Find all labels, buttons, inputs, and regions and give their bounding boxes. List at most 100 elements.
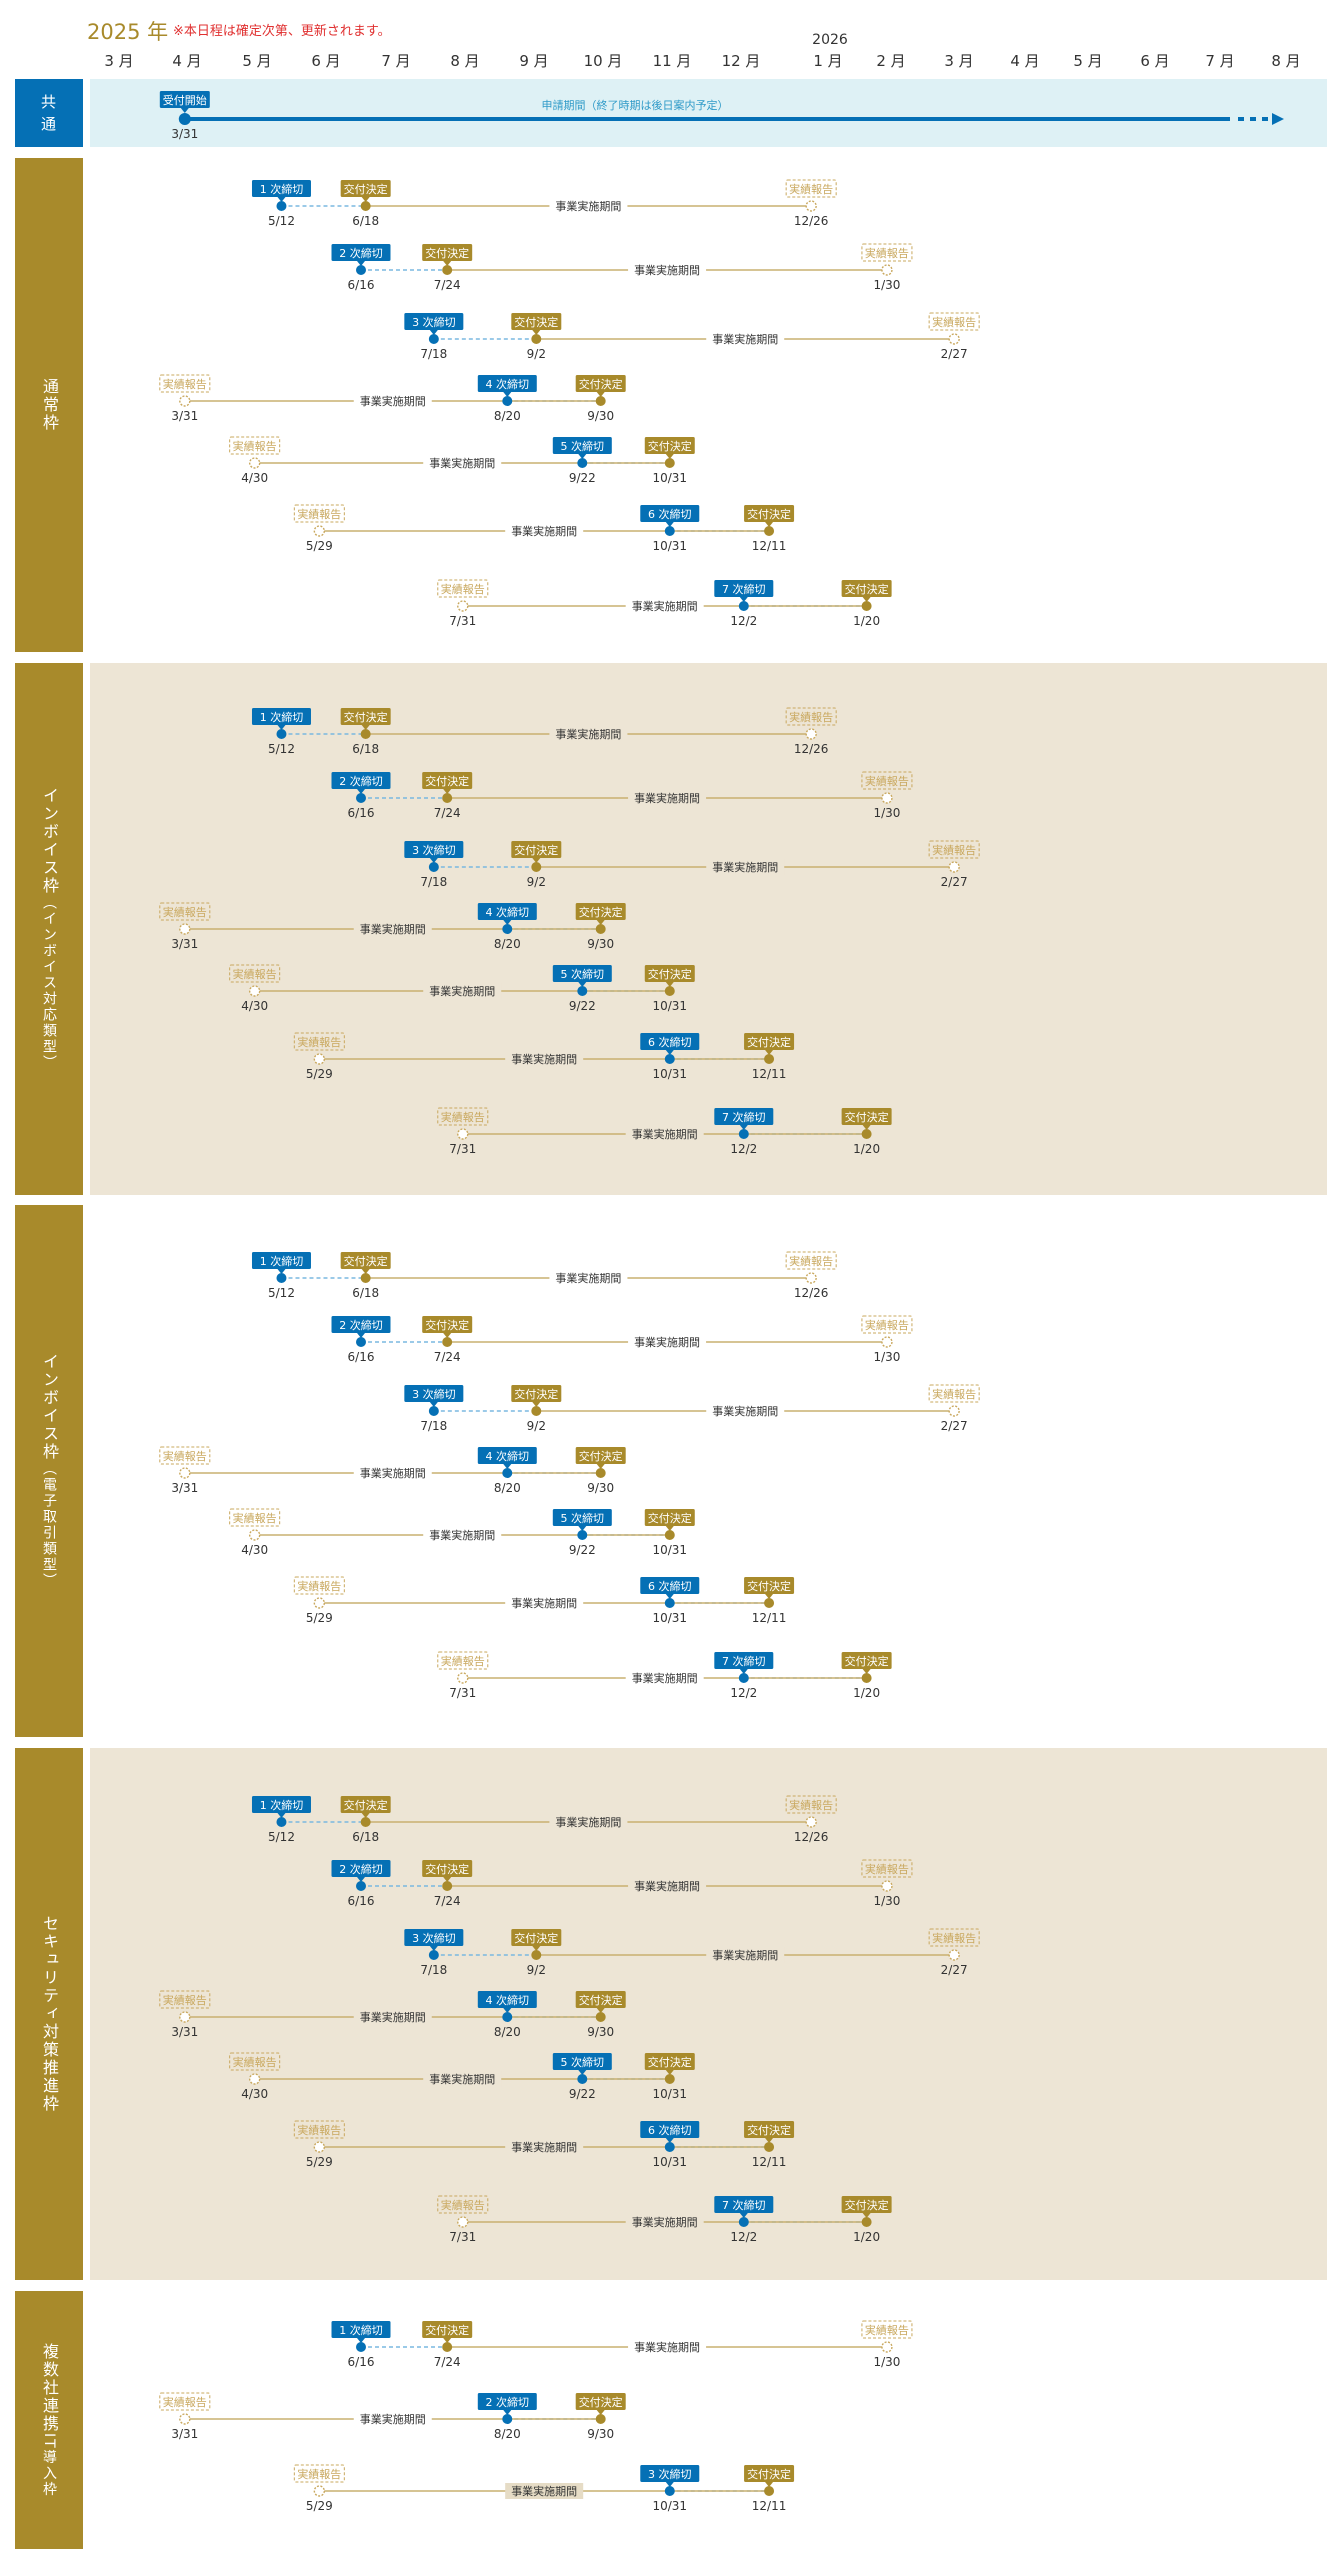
report-tag-box bbox=[785, 707, 837, 726]
period-label-bg bbox=[423, 983, 502, 999]
period-label-bg bbox=[706, 859, 785, 875]
round-name-tag: 7 次締切 bbox=[722, 2198, 766, 2212]
decision-tag: 交付決定 bbox=[579, 1449, 623, 1463]
project-period-label: 事業実施期間 bbox=[511, 2484, 577, 2498]
report-tag-box bbox=[229, 1508, 281, 1527]
decision-tag-box bbox=[744, 1033, 795, 1050]
report-date: 4/30 bbox=[241, 1543, 268, 1557]
report-marker bbox=[179, 2413, 191, 2425]
section-background-security bbox=[90, 1748, 1327, 2280]
project-period-label: 事業実施期間 bbox=[511, 1052, 577, 1066]
report-marker bbox=[248, 985, 261, 997]
decision-date: 9/30 bbox=[587, 409, 614, 423]
decision-date: 6/18 bbox=[352, 742, 379, 756]
decision-tag-pointer bbox=[443, 789, 452, 794]
report-tag-box bbox=[861, 771, 913, 790]
report-marker bbox=[179, 2011, 191, 2023]
report-tag: 実績報告 bbox=[297, 1035, 341, 1049]
round-name-tag-pointer bbox=[578, 1526, 587, 1531]
project-period-label: 事業実施期間 bbox=[632, 599, 698, 613]
period-label-bg bbox=[625, 598, 704, 614]
round-name-tag-pointer bbox=[277, 197, 286, 202]
report-tag: 実績報告 bbox=[163, 2395, 207, 2409]
round-name-tag: 1 次締切 bbox=[260, 710, 304, 724]
report-tag-box bbox=[928, 312, 980, 331]
decision-date: 9/30 bbox=[587, 2025, 614, 2039]
report-tag-box bbox=[437, 579, 489, 598]
decision-tag-box bbox=[340, 1252, 391, 1269]
report-marker bbox=[248, 1529, 261, 1541]
deadline-marker bbox=[664, 1598, 675, 1608]
schedule-note: ※本日程は確定次第、更新されます。 bbox=[173, 24, 391, 39]
round-name-tag-pointer bbox=[357, 789, 365, 794]
month-label: 8 月 bbox=[1271, 52, 1301, 70]
decision-tag: 交付決定 bbox=[845, 1654, 889, 1668]
round-name-tag-pointer bbox=[665, 2138, 674, 2143]
decision-tag-box bbox=[422, 1316, 473, 1333]
report-tag-box bbox=[159, 2392, 211, 2411]
decision-marker bbox=[764, 1598, 775, 1608]
decision-tag-box bbox=[575, 1991, 626, 2008]
project-period-label: 事業実施期間 bbox=[360, 2412, 426, 2426]
decision-date: 7/24 bbox=[434, 1894, 461, 1908]
decision-tag-box bbox=[422, 772, 473, 789]
round-name-tag-pointer bbox=[357, 1877, 365, 1882]
decision-marker bbox=[360, 1273, 371, 1283]
project-period-label: 事業実施期間 bbox=[712, 1948, 778, 1962]
deadline-marker bbox=[356, 793, 366, 803]
round-name-tag-pointer bbox=[277, 1813, 286, 1818]
period-label-bg bbox=[706, 1403, 785, 1419]
report-marker bbox=[179, 923, 191, 935]
start-label: 受付開始 bbox=[163, 93, 207, 107]
decision-date: 7/24 bbox=[434, 278, 461, 292]
section-label-sub: （インボイス対応類型） bbox=[41, 895, 57, 1071]
month-label: 7 月 bbox=[381, 52, 411, 70]
deadline-date: 5/12 bbox=[268, 1830, 295, 1844]
month-label: 6 月 bbox=[311, 52, 341, 70]
decision-marker bbox=[360, 1817, 371, 1827]
report-date: 1/30 bbox=[873, 278, 900, 292]
round-name-tag: 1 次締切 bbox=[260, 1798, 304, 1812]
section-label-main: インボイス枠 bbox=[40, 1353, 59, 1461]
start-label-box bbox=[159, 91, 210, 108]
decision-tag: 交付決定 bbox=[579, 1993, 623, 2007]
decision-tag-box bbox=[511, 1929, 562, 1946]
month-label: 3 月 bbox=[944, 52, 974, 70]
round-name-tag: 4 次締切 bbox=[486, 905, 530, 919]
round-name-tag-pointer bbox=[277, 1269, 286, 1274]
decision-tag-pointer bbox=[361, 725, 370, 730]
round-name-tag-box bbox=[477, 2393, 537, 2410]
section-label-text: セキュリティ対策推進枠 bbox=[37, 1915, 61, 2113]
period-label-bg bbox=[505, 2483, 584, 2499]
round-name-tag-box bbox=[477, 1447, 537, 1464]
round-name-tag-pointer bbox=[277, 725, 286, 730]
round-name-tag-pointer bbox=[578, 2070, 587, 2075]
report-date: 2/27 bbox=[941, 1419, 968, 1433]
report-marker bbox=[805, 1272, 817, 1284]
project-period-label: 事業実施期間 bbox=[634, 1335, 700, 1349]
round-name-tag: 1 次締切 bbox=[260, 1254, 304, 1268]
round-name-tag: 7 次締切 bbox=[722, 582, 766, 596]
decision-marker bbox=[764, 526, 775, 536]
period-label-bg bbox=[353, 2009, 432, 2025]
decision-tag: 交付決定 bbox=[344, 182, 388, 196]
decision-tag: 交付決定 bbox=[425, 774, 469, 788]
round-name-tag-pointer bbox=[739, 2213, 748, 2218]
section-label-main: 共通 bbox=[40, 93, 57, 133]
deadline-date: 6/16 bbox=[348, 1894, 375, 1908]
decision-tag: 交付決定 bbox=[344, 710, 388, 724]
round-name-tag-box bbox=[251, 1796, 311, 1813]
period-label-bg bbox=[628, 1878, 707, 1894]
round-name-tag-box bbox=[552, 437, 612, 454]
round-name-tag-box bbox=[331, 244, 391, 261]
decision-marker bbox=[861, 2217, 872, 2227]
decision-tag-pointer bbox=[765, 2482, 774, 2487]
period-label-bg bbox=[628, 790, 707, 806]
deadline-date: 12/2 bbox=[730, 1686, 757, 1700]
report-tag: 実績報告 bbox=[865, 774, 909, 788]
round-name-tag-box bbox=[477, 903, 537, 920]
decision-tag-box bbox=[422, 1860, 473, 1877]
report-date: 12/26 bbox=[794, 1830, 829, 1844]
decision-tag-box bbox=[422, 2321, 473, 2338]
report-date: 5/29 bbox=[306, 539, 333, 553]
